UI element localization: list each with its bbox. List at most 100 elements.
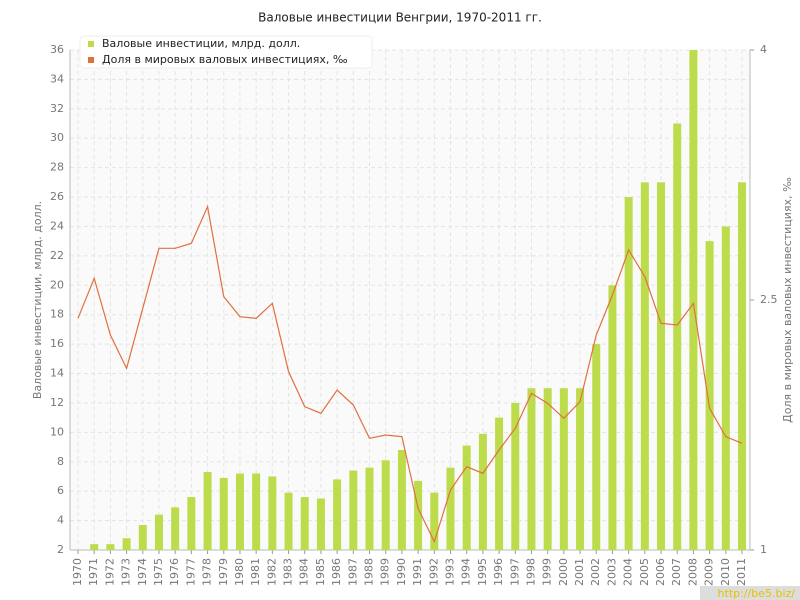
y2-tick-label: 1 (760, 543, 767, 556)
bar (316, 498, 325, 550)
x-tick-label: 1994 (460, 558, 473, 586)
y-tick-label: 6 (57, 484, 64, 497)
y-tick-label: 22 (50, 249, 64, 262)
bar (640, 182, 649, 550)
x-tick-label: 2004 (622, 558, 635, 586)
x-tick-label: 2001 (573, 558, 586, 586)
chart-title: Валовые инвестиции Венгрии, 1970-2011 гг… (258, 11, 542, 25)
legend: Валовые инвестиции, млрд. долл. Доля в ми… (79, 35, 373, 69)
y-tick-label: 4 (57, 514, 64, 527)
x-tick-label: 2007 (670, 558, 683, 586)
x-tick-label: 2006 (654, 558, 667, 586)
y-tick-label: 34 (50, 72, 64, 85)
bar (268, 476, 277, 550)
bar (300, 497, 309, 550)
x-tick-label: 1984 (298, 558, 311, 586)
x-tick-label: 2002 (589, 558, 602, 586)
x-tick-label: 1976 (168, 558, 181, 586)
y2-axis-label: Доля в мировых валовых инвестициях, ‰ (781, 177, 794, 423)
legend-box (79, 35, 373, 69)
y-tick-label: 16 (50, 337, 64, 350)
bar (138, 525, 147, 550)
x-tick-label: 1981 (249, 558, 262, 586)
y-tick-label: 20 (50, 278, 64, 291)
y-tick-label: 8 (57, 455, 64, 468)
x-tick-label: 1983 (282, 558, 295, 586)
bar (430, 492, 439, 550)
y-tick-label: 32 (50, 102, 64, 115)
x-tick-label: 1975 (152, 558, 165, 586)
bar (90, 544, 99, 550)
x-tick-label: 1980 (233, 558, 246, 586)
y-tick-label: 18 (50, 308, 64, 321)
bar (689, 50, 698, 550)
x-tick-label: 1985 (314, 558, 327, 586)
y2-tick-label: 2.5 (760, 293, 778, 306)
bar (203, 472, 212, 550)
x-tick-label: 1996 (492, 558, 505, 586)
watermark-bg (700, 586, 800, 600)
x-tick-label: 1986 (330, 558, 343, 586)
bar (673, 123, 682, 550)
y2-tick-label: 4 (760, 43, 767, 56)
x-tick-label: 1974 (136, 558, 149, 586)
bar (381, 460, 390, 550)
x-tick-label: 1998 (524, 558, 537, 586)
bar (495, 417, 504, 550)
plot-area (70, 50, 750, 550)
legend-swatch (88, 41, 94, 47)
bar (624, 197, 633, 550)
legend-swatch (88, 57, 94, 63)
y-tick-label: 26 (50, 190, 64, 203)
y-tick-label: 2 (57, 543, 64, 556)
y-tick-label: 12 (50, 396, 64, 409)
line (77, 204, 743, 544)
bar (511, 402, 520, 550)
bar (333, 479, 342, 550)
bar (657, 182, 666, 550)
bar (284, 492, 293, 550)
x-tick-label: 1970 (71, 558, 84, 586)
bar (705, 241, 714, 551)
y-tick-label: 14 (50, 367, 64, 380)
y-tick-label: 24 (50, 219, 64, 232)
legend-label: Валовые инвестиции, млрд. долл. (102, 37, 300, 50)
x-tick-label: 1990 (395, 558, 408, 586)
x-tick-label: 1979 (217, 558, 230, 586)
bar (154, 514, 163, 550)
x-tick-label: 1997 (508, 558, 521, 586)
x-tick-label: 1973 (120, 558, 133, 586)
bar (414, 480, 423, 550)
x-tick-label: 2000 (557, 558, 570, 586)
bar (397, 450, 406, 550)
x-tick-label: 1993 (443, 558, 456, 586)
bar (252, 473, 261, 550)
bar (349, 470, 358, 550)
x-tick-label: 2003 (605, 558, 618, 586)
y-tick-label: 36 (50, 43, 64, 56)
x-tick-label: 1991 (411, 558, 424, 586)
x-tick-label: 2008 (686, 558, 699, 586)
y-tick-label: 30 (50, 131, 64, 144)
bar (106, 544, 115, 550)
bar (592, 344, 601, 550)
bar (187, 497, 196, 550)
bar (576, 388, 585, 550)
y-tick-label: 10 (50, 425, 64, 438)
bar (235, 473, 244, 550)
bar (527, 388, 536, 550)
x-tick-label: 1992 (427, 558, 440, 586)
x-tick-label: 1988 (363, 558, 376, 586)
bar (608, 285, 617, 550)
x-tick-label: 2005 (638, 558, 651, 586)
watermark: http://be5.biz/ (718, 587, 796, 600)
x-tick-label: 1977 (184, 558, 197, 586)
bar (122, 538, 131, 550)
x-tick-label: 1995 (476, 558, 489, 586)
x-tick-label: 1978 (201, 558, 214, 586)
x-tick-label: 1982 (265, 558, 278, 586)
x-tick-label: 1987 (346, 558, 359, 586)
x-tick-label: 1999 (541, 558, 554, 586)
bar (543, 388, 552, 550)
